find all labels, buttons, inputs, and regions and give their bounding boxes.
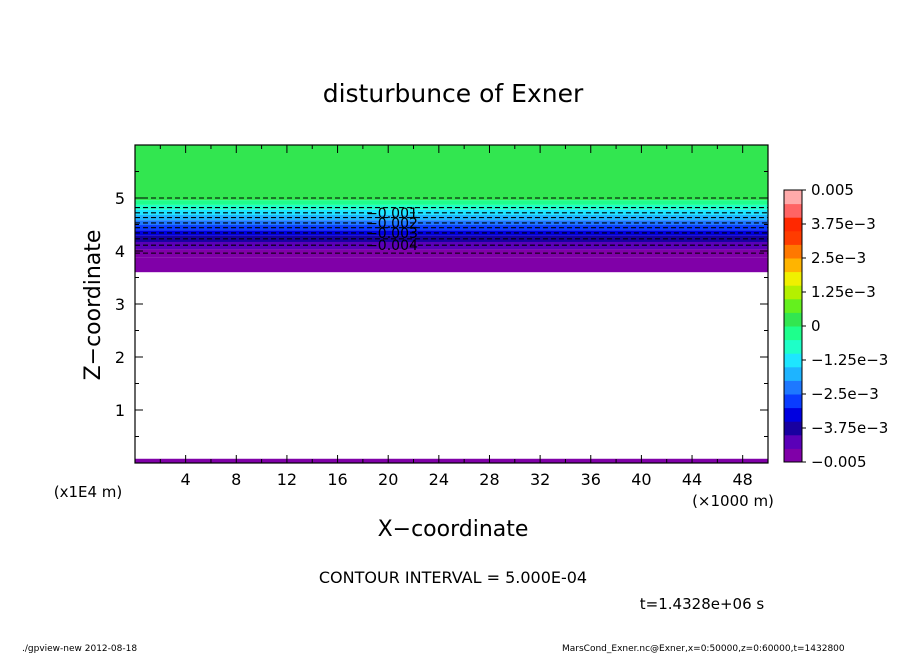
colorbar-swatch <box>784 203 802 218</box>
x-axis-label: X−coordinate <box>378 517 529 542</box>
colorbar-tick-label: 0.005 <box>811 181 854 199</box>
colorbar-swatch <box>784 380 802 395</box>
footer-left: ./gpview-new 2012-08-18 <box>22 644 137 654</box>
footer-right: MarsCond_Exner.nc@Exner,x=0:50000,z=0:60… <box>562 644 845 654</box>
colorbar-tick-label: −0.005 <box>811 453 867 471</box>
colorbar-swatch <box>784 339 802 354</box>
y-axis-unit: (x1E4 m) <box>54 483 123 501</box>
colorbar: 0.005 3.75e−3 2.5e−3 1.25e−3 0 −1.25e−3 −2.5e−… <box>783 181 888 471</box>
x-tick-label: 12 <box>277 470 297 489</box>
x-tick-label: 28 <box>479 470 499 489</box>
colorbar-tick-label: −2.5e−3 <box>811 385 879 403</box>
colorbar-tick-label: 2.5e−3 <box>811 249 866 267</box>
contour-label: −0.004 <box>366 238 418 254</box>
colorbar-swatch <box>784 271 802 286</box>
colorbar-swatch <box>784 353 802 368</box>
colorbar-tick-label: 3.75e−3 <box>811 215 876 233</box>
x-axis-unit: (×1000 m) <box>692 492 774 510</box>
x-tick-label: 4 <box>181 470 191 489</box>
colorbar-swatch <box>784 190 802 205</box>
colorbar-tick-label: 0 <box>811 317 821 335</box>
x-tick-label: 32 <box>530 470 550 489</box>
colorbar-tick-label: 1.25e−3 <box>811 283 876 301</box>
x-tick-label: 36 <box>581 470 601 489</box>
x-tick-label: 8 <box>231 470 241 489</box>
colorbar-swatch <box>784 421 802 436</box>
y-tick-label: 4 <box>115 242 125 261</box>
colorbar-swatch <box>784 394 802 409</box>
colorbar-swatch <box>784 312 802 327</box>
filled-band <box>135 458 768 463</box>
colorbar-tick-label: −3.75e−3 <box>811 419 888 437</box>
colorbar-swatch <box>784 258 802 273</box>
filled-band <box>135 200 768 205</box>
contour-interval-text: CONTOUR INTERVAL = 5.000E-04 <box>319 568 587 587</box>
colorbar-swatch <box>784 448 802 463</box>
x-tick-label: 24 <box>429 470 449 489</box>
y-axis-label: Z−coordinate <box>81 230 106 381</box>
filled-band <box>135 257 768 273</box>
x-tick-label: 48 <box>733 470 753 489</box>
y-tick-label: 2 <box>115 348 125 367</box>
y-tick-label: 1 <box>115 401 125 420</box>
x-tick-label: 20 <box>378 470 398 489</box>
colorbar-tick-label: −1.25e−3 <box>811 351 888 369</box>
x-tick-label: 44 <box>682 470 702 489</box>
x-tick-label: 40 <box>631 470 651 489</box>
colorbar-swatch <box>784 326 802 341</box>
y-tick-label: 3 <box>115 295 125 314</box>
filled-band <box>135 145 768 201</box>
colorbar-swatch <box>784 407 802 422</box>
colorbar-swatch <box>784 434 802 449</box>
colorbar-swatch <box>784 285 802 300</box>
x-tick-label: 16 <box>327 470 347 489</box>
colorbar-swatch <box>784 244 802 259</box>
chart-title: disturbunce of Exner <box>323 79 584 108</box>
colorbar-swatch <box>784 230 802 245</box>
y-tick-label: 5 <box>115 189 125 208</box>
colorbar-swatch <box>784 366 802 381</box>
colorbar-swatch <box>784 217 802 232</box>
time-text: t=1.4328e+06 s <box>640 595 765 613</box>
contour-label: −0.003 <box>366 226 418 242</box>
colorbar-swatch <box>784 298 802 313</box>
